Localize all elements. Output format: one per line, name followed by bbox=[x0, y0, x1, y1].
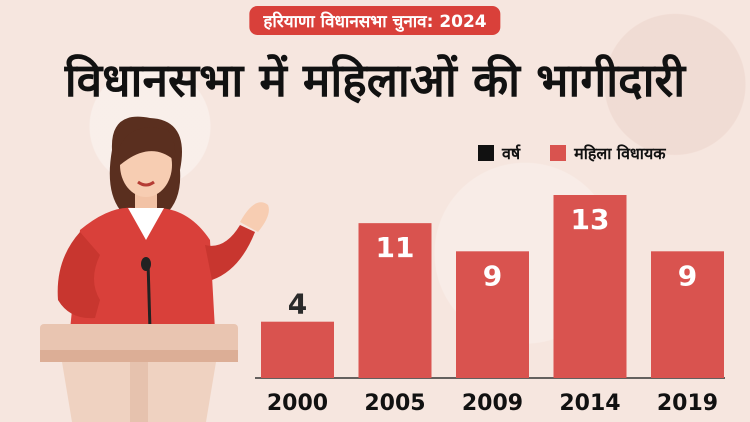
chart-legend: वर्ष महिला विधायक bbox=[478, 142, 666, 164]
data-label-2009: 9 bbox=[483, 259, 502, 292]
data-label-2019: 9 bbox=[678, 259, 697, 292]
bar-2000 bbox=[261, 321, 334, 378]
data-label-2005: 11 bbox=[376, 231, 415, 264]
bars-group: 4 2000 11 2005 9 2009 13 2014 9 2019 bbox=[261, 195, 724, 416]
legend-swatch-year bbox=[478, 145, 494, 161]
x-tick-2005: 2005 bbox=[364, 391, 425, 416]
speaker-illustration bbox=[40, 116, 269, 422]
bar-2019 bbox=[651, 251, 724, 378]
page-title: विधानसभा में महिलाओं की भागीदारी bbox=[64, 53, 686, 107]
legend-swatch-women-mla bbox=[550, 145, 567, 161]
x-tick-2019: 2019 bbox=[657, 391, 718, 416]
data-label-2014: 13 bbox=[571, 203, 610, 236]
legend-label-women-mla: महिला विधायक bbox=[574, 144, 666, 163]
x-tick-2009: 2009 bbox=[462, 391, 523, 416]
x-tick-2000: 2000 bbox=[267, 391, 328, 416]
bar-2009 bbox=[456, 251, 529, 378]
data-label-2000: 4 bbox=[288, 288, 307, 321]
x-tick-2014: 2014 bbox=[559, 391, 620, 416]
topic-banner: हरियाणा विधानसभा चुनाव: 2024 bbox=[249, 6, 501, 35]
legend-label-year: वर्ष bbox=[502, 144, 521, 163]
bar-2014 bbox=[553, 195, 627, 378]
bar-2005 bbox=[358, 223, 432, 378]
